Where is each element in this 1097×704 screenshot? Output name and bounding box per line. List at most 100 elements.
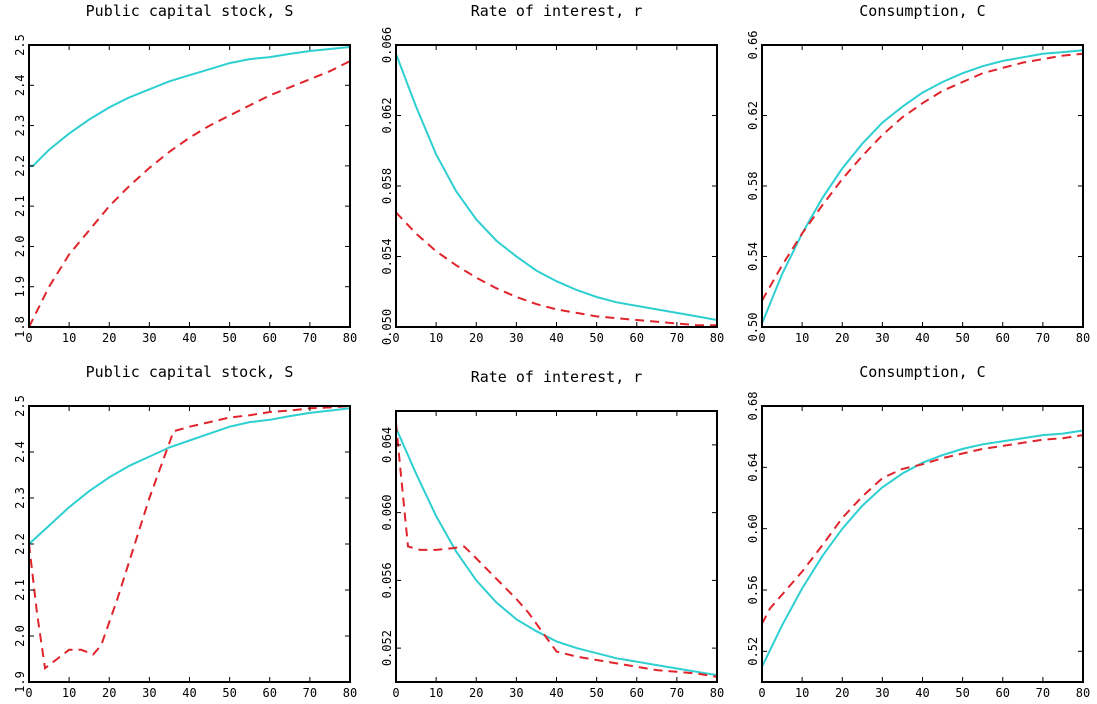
x-tick-label: 50 xyxy=(955,331,969,345)
x-tick-label: 80 xyxy=(1076,331,1090,345)
y-tick-label: 0.064 xyxy=(380,427,394,463)
x-tick-label: 80 xyxy=(343,331,357,345)
x-tick-label: 10 xyxy=(62,686,76,700)
x-tick-label: 60 xyxy=(630,686,644,700)
y-tick-label: 2.5 xyxy=(13,34,27,56)
chart-panel-1: Public capital stock, S 0 10 20 30 40 50 60 70 80… xyxy=(13,2,357,345)
x-tick-label: 60 xyxy=(263,686,277,700)
x-tick-label: 40 xyxy=(549,331,563,345)
plot-frame xyxy=(28,405,351,683)
chart-panel-6: Consumption, C 0 10 20 30 40 50 60 70 80 0.52 0.56 0… xyxy=(746,363,1090,700)
x-tick-label: 60 xyxy=(996,686,1010,700)
x-tick-label: 50 xyxy=(222,331,236,345)
dashed-series-line xyxy=(29,60,350,328)
dashed-series-line xyxy=(396,422,717,678)
x-tick-label: 30 xyxy=(142,331,156,345)
x-tick-label: 70 xyxy=(1036,686,1050,700)
y-tick-label: 0.056 xyxy=(380,562,394,598)
plot-frame xyxy=(28,44,351,328)
x-tick-label: 70 xyxy=(303,686,317,700)
x-tick-label: 20 xyxy=(469,331,483,345)
solid-series-line xyxy=(29,407,350,545)
chart-panel-3: Consumption, C 0 10 20 30 40 50 60 70 80 0.50 0.54 0… xyxy=(746,2,1090,345)
dashed-series-line xyxy=(762,52,1083,302)
x-tick-label: 20 xyxy=(835,686,849,700)
dashed-series-line xyxy=(396,211,717,327)
x-tick-label: 10 xyxy=(62,331,76,345)
x-tick-label: 0 xyxy=(758,331,765,345)
y-tick-label: 0.66 xyxy=(746,31,760,60)
x-tick-label: 20 xyxy=(835,331,849,345)
x-tick-label: 40 xyxy=(915,686,929,700)
y-tick-label: 0.066 xyxy=(380,27,394,63)
y-tick-label: 2.3 xyxy=(13,115,27,137)
y-tick-label: 2.4 xyxy=(13,74,27,96)
panel-title: Rate of interest, r xyxy=(471,368,643,386)
solid-series-line xyxy=(762,49,1083,324)
x-tick-label: 20 xyxy=(102,686,116,700)
y-tick-label: 2.2 xyxy=(13,533,27,555)
y-tick-label: 2.1 xyxy=(13,195,27,217)
y-tick-label: 0.50 xyxy=(746,313,760,342)
x-tick-label: 0 xyxy=(25,686,32,700)
dashed-series-line xyxy=(29,405,350,671)
solid-series-line xyxy=(762,429,1083,668)
y-tick-label: 0.058 xyxy=(380,168,394,204)
chart-panel-5: Rate of interest, r 0 10 20 30 40 50 60 70 80 0.05… xyxy=(380,368,724,700)
x-tick-label: 80 xyxy=(710,686,724,700)
x-tick-label: 0 xyxy=(392,686,399,700)
plot-frame xyxy=(395,44,718,328)
y-tick-label: 1.9 xyxy=(13,671,27,693)
y-tick-label: 2.2 xyxy=(13,155,27,177)
panel-title: Consumption, C xyxy=(859,363,985,381)
y-tick-label: 2.0 xyxy=(13,236,27,258)
x-tick-label: 10 xyxy=(429,686,443,700)
y-tick-label: 2.4 xyxy=(13,441,27,463)
x-tick-label: 50 xyxy=(589,331,603,345)
solid-series-line xyxy=(29,46,350,167)
x-tick-label: 0 xyxy=(25,331,32,345)
y-tick-label: 0.56 xyxy=(746,576,760,605)
y-tick-label: 2.3 xyxy=(13,487,27,509)
x-tick-label: 30 xyxy=(509,331,523,345)
y-tick-label: 0.52 xyxy=(746,637,760,666)
x-tick-label: 30 xyxy=(875,331,889,345)
y-tick-label: 0.054 xyxy=(380,238,394,274)
y-tick-label: 0.64 xyxy=(746,453,760,482)
y-tick-label: 2.1 xyxy=(13,579,27,601)
panel-title: Public capital stock, S xyxy=(86,2,294,20)
y-tick-label: 2.0 xyxy=(13,625,27,647)
plot-frame xyxy=(761,405,1084,683)
y-tick-label: 0.052 xyxy=(380,630,394,666)
x-tick-label: 20 xyxy=(469,686,483,700)
x-tick-label: 0 xyxy=(392,331,399,345)
y-tick-label: 1.8 xyxy=(13,316,27,338)
panel-title: Rate of interest, r xyxy=(471,2,643,20)
chart-panel-4: Public capital stock, S 0 10 20 30 40 50 60 70 80… xyxy=(13,363,357,700)
x-tick-label: 70 xyxy=(303,331,317,345)
x-tick-label: 30 xyxy=(509,686,523,700)
x-tick-label: 50 xyxy=(589,686,603,700)
x-tick-label: 50 xyxy=(222,686,236,700)
x-tick-label: 0 xyxy=(758,686,765,700)
panel-title: Public capital stock, S xyxy=(86,363,294,381)
y-tick-label: 0.050 xyxy=(380,309,394,345)
y-tick-label: 0.60 xyxy=(746,514,760,543)
y-tick-label: 0.060 xyxy=(380,495,394,531)
x-tick-label: 40 xyxy=(182,686,196,700)
x-tick-label: 60 xyxy=(263,331,277,345)
panel-title: Consumption, C xyxy=(859,2,985,20)
x-tick-label: 80 xyxy=(343,686,357,700)
x-tick-label: 30 xyxy=(875,686,889,700)
solid-series-line xyxy=(396,427,717,677)
y-tick-label: 0.62 xyxy=(746,101,760,130)
y-tick-label: 0.54 xyxy=(746,242,760,271)
chart-panel-2: Rate of interest, r 0 10 20 30 40 50 60 70 80 0.05… xyxy=(380,2,724,345)
x-tick-label: 10 xyxy=(429,331,443,345)
x-tick-label: 80 xyxy=(710,331,724,345)
y-tick-label: 0.062 xyxy=(380,97,394,133)
x-tick-label: 20 xyxy=(102,331,116,345)
x-tick-label: 40 xyxy=(915,331,929,345)
x-tick-label: 30 xyxy=(142,686,156,700)
